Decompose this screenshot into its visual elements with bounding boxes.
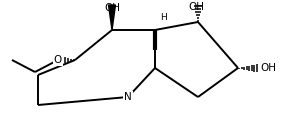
Text: N: N xyxy=(124,92,132,102)
Polygon shape xyxy=(109,5,115,30)
Text: OH: OH xyxy=(104,3,120,13)
Text: OH: OH xyxy=(260,63,276,73)
Text: H: H xyxy=(160,13,167,22)
Text: OH: OH xyxy=(188,2,204,12)
Text: O: O xyxy=(54,55,62,65)
